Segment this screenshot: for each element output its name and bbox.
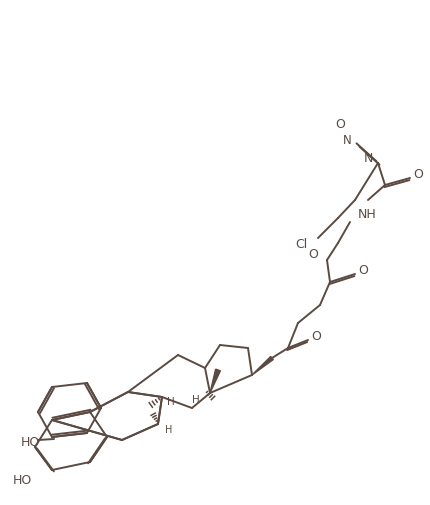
Text: H: H [165, 425, 172, 435]
Polygon shape [210, 369, 220, 393]
Text: Cl: Cl [296, 238, 308, 251]
Text: HO: HO [20, 436, 40, 449]
Text: O: O [335, 119, 345, 131]
Text: N: N [364, 152, 373, 165]
Text: O: O [413, 168, 423, 180]
Text: O: O [358, 264, 368, 277]
Text: O: O [311, 329, 321, 342]
Text: HO: HO [12, 474, 32, 486]
Text: H: H [167, 397, 175, 407]
Text: NH: NH [358, 209, 377, 222]
Text: O: O [308, 248, 318, 262]
Text: H: H [192, 395, 200, 405]
Polygon shape [252, 357, 273, 375]
Text: N: N [343, 133, 352, 146]
